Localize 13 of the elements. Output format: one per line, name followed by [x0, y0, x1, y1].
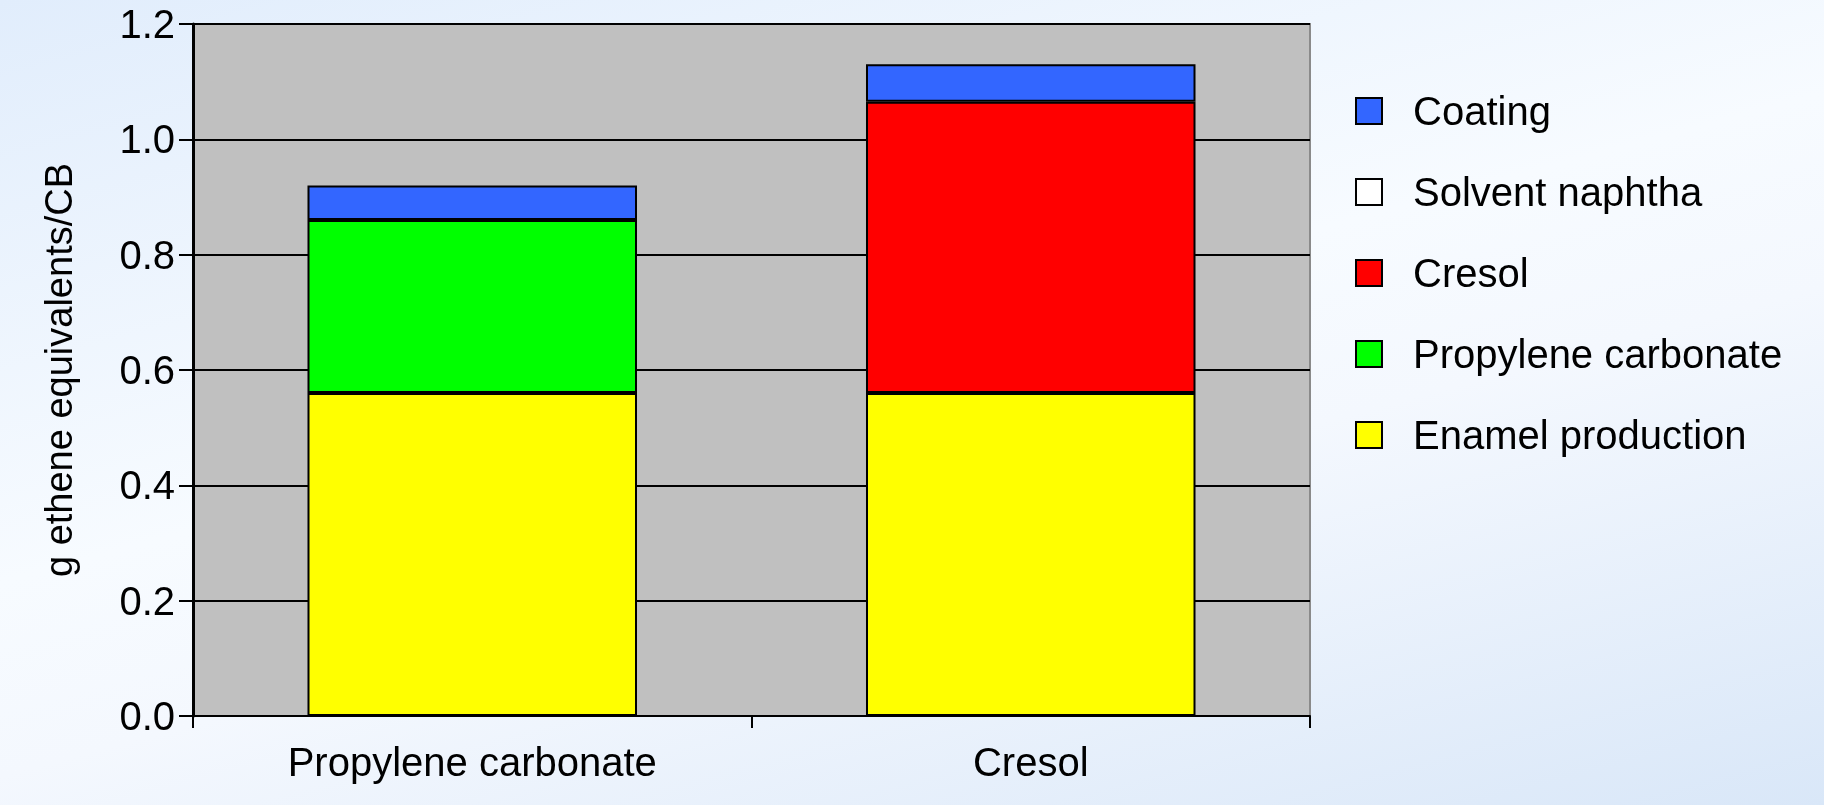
- y-tick-label: 0.8: [119, 232, 175, 277]
- legend-label: Propylene carbonate: [1413, 332, 1783, 376]
- legend-label: Solvent naphtha: [1413, 170, 1703, 214]
- y-tick-label: 1.2: [119, 2, 175, 46]
- y-tick-label: 0.6: [119, 348, 175, 392]
- y-tick-label: 0.0: [119, 694, 175, 738]
- legend-label: Cresol: [1413, 251, 1529, 295]
- legend-label: Enamel production: [1413, 413, 1747, 457]
- y-tick-label: 1.0: [119, 117, 175, 162]
- y-axis-title: g ethene equivalents/CB: [38, 162, 80, 578]
- y-tick-label: 0.2: [119, 578, 175, 623]
- legend-label: Coating: [1413, 89, 1551, 133]
- y-tick-label: 0.4: [119, 463, 175, 508]
